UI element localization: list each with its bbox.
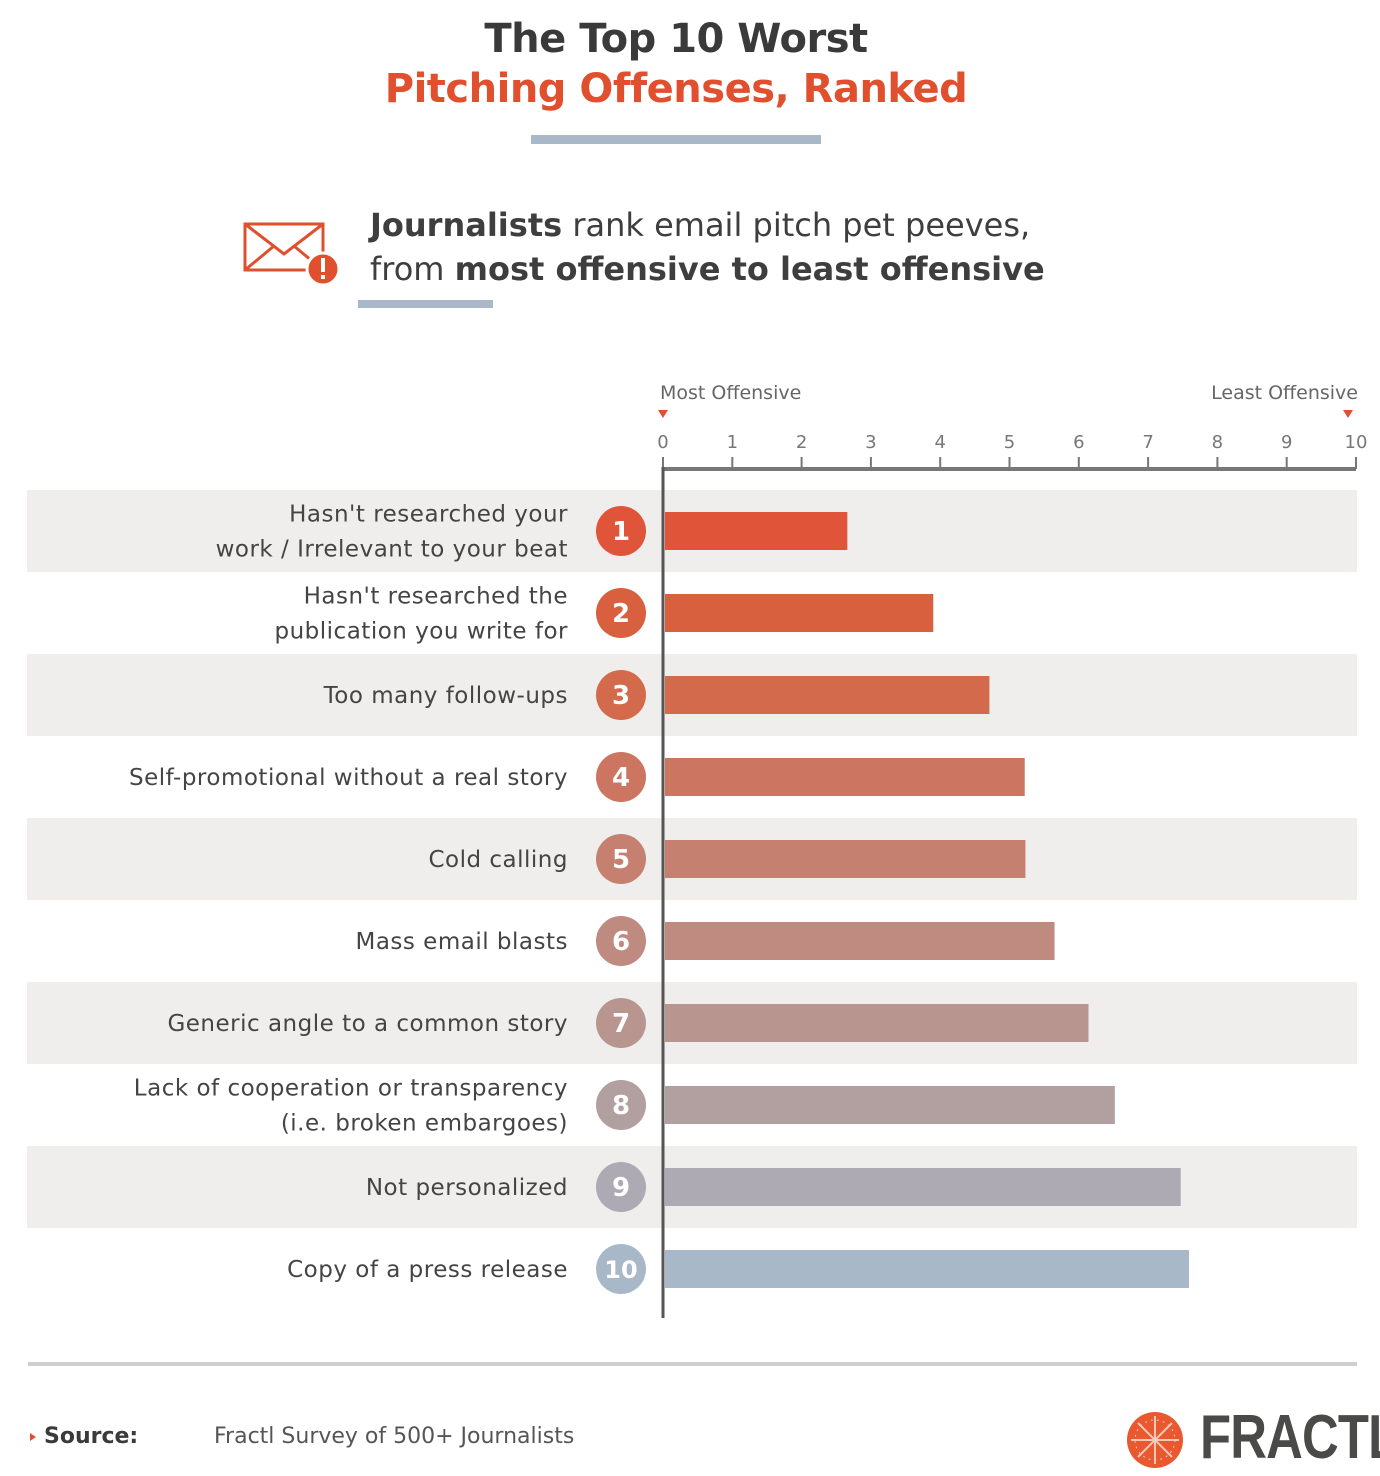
subtitle-text-1: rank email pitch pet peeves, (562, 206, 1031, 244)
bar (665, 1168, 1181, 1206)
bar-chart: Most Offensive Least Offensive 0 1 2 3 4 5 6 7 8 9 1… (27, 382, 1368, 1318)
rank-number: 2 (612, 599, 630, 629)
tick-label: 6 (1073, 432, 1084, 453)
bar (665, 758, 1025, 796)
rank-number: 1 (612, 517, 630, 547)
rank-badge (596, 834, 646, 884)
category-label: Not personalized (366, 1175, 568, 1201)
bar (665, 1086, 1115, 1124)
bar (665, 512, 848, 550)
rank-badge (596, 506, 646, 556)
rank-number: 8 (612, 1091, 630, 1121)
category-label: Hasn't researched the (304, 584, 568, 610)
category-label: Copy of a press release (287, 1257, 568, 1283)
rank-badge (596, 1244, 646, 1294)
title-underline (531, 135, 821, 144)
email-alert-icon (240, 218, 344, 292)
rank-number: 7 (612, 1009, 630, 1039)
rank-number: 6 (612, 927, 630, 957)
axis-label-least-offensive: Least Offensive (1211, 382, 1358, 404)
category-label: work / Irrelevant to your beat (216, 537, 568, 563)
rank-badge (596, 588, 646, 638)
bar (665, 840, 1026, 878)
source-label: Source: (30, 1424, 138, 1449)
rank-badge (596, 998, 646, 1048)
bar (665, 1250, 1189, 1288)
subtitle-underline (358, 300, 493, 308)
footer-divider (28, 1362, 1357, 1366)
tick-label: 4 (934, 432, 945, 453)
fractl-logo-icon (1125, 1410, 1185, 1474)
rank-number: 3 (612, 681, 630, 711)
category-label: Mass email blasts (355, 929, 568, 955)
bar (665, 1004, 1089, 1042)
bar (665, 922, 1055, 960)
title-line-2: Pitching Offenses, Ranked (384, 66, 968, 112)
category-label: Self-promotional without a real story (129, 765, 568, 791)
marker-least-icon (1343, 410, 1353, 418)
rank-badge (596, 670, 646, 720)
subtitle-text-2: from (370, 250, 455, 288)
category-label: Lack of cooperation or transparency (134, 1076, 568, 1102)
tick-label: 2 (796, 432, 807, 453)
title-line-1: The Top 10 Worst (484, 16, 868, 62)
category-label: Cold calling (428, 847, 568, 873)
tick-label: 10 (1345, 432, 1368, 453)
category-label: (i.e. broken embargoes) (281, 1111, 568, 1137)
source-text: Fractl Survey of 500+ Journalists (214, 1424, 575, 1449)
tick-label: 1 (727, 432, 738, 453)
category-label: Hasn't researched your (289, 502, 568, 528)
rank-badge (596, 752, 646, 802)
subtitle: Journalists rank email pitch pet peeves,… (370, 203, 1045, 291)
subtitle-bold-1: Journalists (370, 206, 563, 244)
rank-number: 5 (612, 845, 630, 875)
fractl-logo-text: FRACTL (1200, 1403, 1380, 1472)
tick-label: 7 (1142, 432, 1153, 453)
bar (665, 676, 990, 714)
bar (665, 594, 934, 632)
tick-label: 8 (1212, 432, 1223, 453)
subtitle-bold-2: most offensive to least offensive (454, 250, 1045, 288)
category-label: Generic angle to a common story (167, 1011, 568, 1037)
rank-number: 4 (612, 763, 630, 793)
rank-number: 10 (604, 1256, 637, 1284)
rank-badge (596, 1080, 646, 1130)
rank-badge (596, 1162, 646, 1212)
tick-label: 0 (657, 432, 668, 453)
tick-label: 3 (865, 432, 876, 453)
rank-badge (596, 916, 646, 966)
marker-most-icon (658, 410, 668, 418)
rank-number: 9 (612, 1173, 630, 1203)
category-label: publication you write for (275, 619, 569, 645)
tick-label: 5 (1004, 432, 1015, 453)
axis-label-most-offensive: Most Offensive (660, 382, 801, 404)
tick-label: 9 (1281, 432, 1292, 453)
category-label: Too many follow-ups (323, 683, 568, 709)
